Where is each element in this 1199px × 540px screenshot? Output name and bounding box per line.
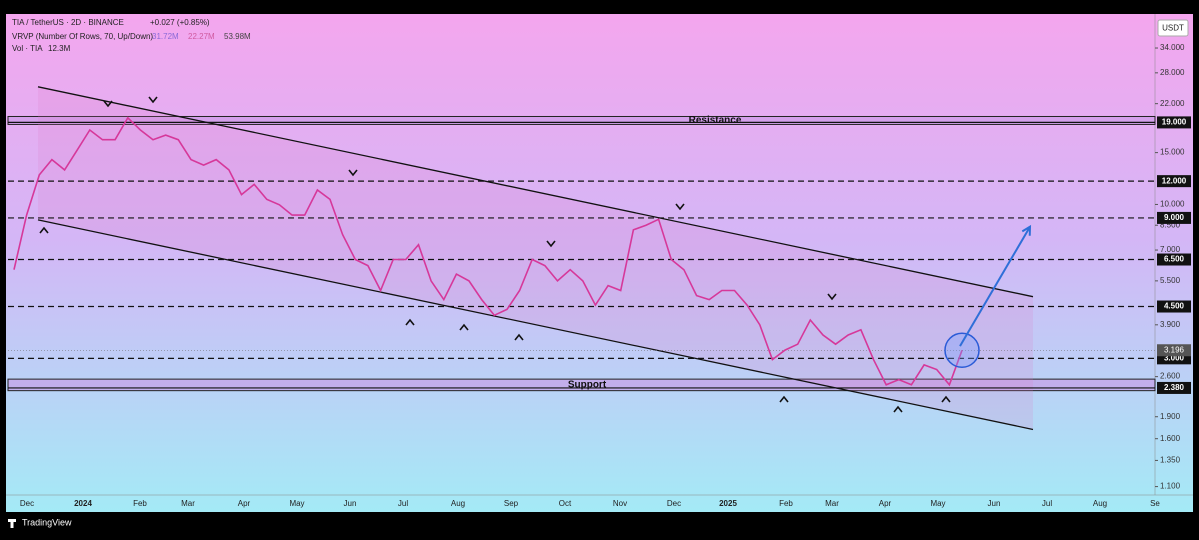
x-tick-label: Se (1150, 499, 1160, 508)
y-tick-label: 7.000 (1160, 245, 1181, 254)
y-tick-label: 34.000 (1160, 43, 1185, 52)
channel-upper (37, 86, 1034, 298)
x-tick-label: Apr (879, 499, 892, 508)
x-tick-label: Nov (613, 499, 627, 508)
last-price-box (1157, 344, 1191, 357)
x-tick-label: 2024 (74, 499, 92, 508)
pivot-marker (893, 405, 903, 413)
x-tick-label: Jun (988, 499, 1001, 508)
brand: TradingView (22, 517, 72, 527)
x-tick-label: Mar (825, 499, 839, 508)
header-vrvp-down: 22.27M (188, 32, 215, 41)
brand-logo (8, 519, 16, 528)
x-tick-label: Jun (344, 499, 357, 508)
pivot-marker (941, 395, 951, 403)
currency: USDT (1162, 24, 1184, 33)
y-tick-label: 10.000 (1160, 200, 1185, 209)
y-tick-label: 3.900 (1160, 320, 1181, 329)
footer (6, 512, 1193, 535)
pivot-marker (148, 96, 158, 104)
support-zone (7, 378, 1156, 392)
y-tick-label: 1.900 (1160, 412, 1181, 421)
x-tick-label: Apr (238, 499, 251, 508)
level-label-box (1157, 381, 1191, 394)
last-price-label: 3.196 (1164, 345, 1185, 354)
projection-arrowhead (1021, 224, 1032, 236)
x-tick-label: Sep (504, 499, 519, 508)
pivot-marker (514, 333, 524, 341)
level-label: 9.000 (1164, 213, 1185, 222)
currency-box (1157, 19, 1189, 37)
x-tick-label: Feb (133, 499, 147, 508)
y-tick-label: 22.000 (1160, 99, 1185, 108)
header-vol: Vol · TIA (12, 44, 43, 53)
header-vrvp: VRVP (Number Of Rows, 70, Up/Down) (12, 32, 153, 41)
pivot-marker (348, 169, 358, 177)
projection-arrow (959, 226, 1031, 347)
y-tick-label: 1.600 (1160, 434, 1181, 443)
header-vol-value: 12.3M (48, 44, 71, 53)
pivot-marker (39, 226, 49, 234)
channel-lower (37, 219, 1034, 431)
level-label: 2.380 (1164, 383, 1185, 392)
pivot-marker (103, 100, 113, 108)
x-tick-label: Aug (451, 499, 465, 508)
y-tick-label: 15.000 (1160, 148, 1185, 157)
pivot-marker (827, 293, 837, 301)
pivot-marker (779, 395, 789, 403)
header-vrvp-total: 53.98M (224, 32, 251, 41)
x-tick-label: Oct (559, 499, 572, 508)
pivot-marker (459, 323, 469, 331)
header-symbol: TIA / TetherUS · 2D · BINANCE (12, 18, 124, 27)
level-label-box (1157, 116, 1191, 129)
resistance-label: Resistance (689, 115, 742, 126)
pivot-marker (675, 203, 685, 211)
channel-fill (38, 86, 1033, 430)
level-label: 4.500 (1164, 302, 1185, 311)
x-tick-label: Dec (667, 499, 681, 508)
plot-background (6, 14, 1193, 512)
y-tick-label: 28.000 (1160, 68, 1185, 77)
highlight-circle (944, 332, 980, 369)
level-label-box (1157, 175, 1191, 188)
x-tick-label: Aug (1093, 499, 1107, 508)
x-tick-label: Jul (398, 499, 408, 508)
x-tick-label: Dec (20, 499, 34, 508)
header-vrvp-up: 31.72M (152, 32, 179, 41)
x-tick-label: 2025 (719, 499, 737, 508)
y-tick-label: 1.350 (1160, 456, 1181, 465)
level-label: 12.000 (1162, 176, 1187, 185)
level-label: 6.500 (1164, 255, 1185, 264)
pivot-marker (546, 240, 556, 248)
level-label-box (1157, 300, 1191, 313)
x-tick-label: May (289, 499, 304, 508)
y-tick-label: 8.500 (1160, 220, 1181, 229)
x-tick-label: Feb (779, 499, 793, 508)
x-tick-label: Mar (181, 499, 195, 508)
resistance-zone (7, 115, 1156, 125)
y-tick-label: 2.600 (1160, 372, 1181, 381)
y-tick-label: 5.500 (1160, 276, 1181, 285)
pivot-marker (405, 318, 415, 326)
support-label: Support (568, 380, 607, 391)
level-label-box (1157, 211, 1191, 224)
level-label: 3.000 (1164, 353, 1185, 362)
x-tick-label: May (930, 499, 945, 508)
header-change: +0.027 (+0.85%) (150, 18, 210, 27)
price-line (13, 116, 963, 387)
level-label: 19.000 (1162, 118, 1187, 127)
y-tick-label: 1.100 (1160, 482, 1181, 491)
level-label-box (1157, 253, 1191, 266)
x-tick-label: Jul (1042, 499, 1052, 508)
